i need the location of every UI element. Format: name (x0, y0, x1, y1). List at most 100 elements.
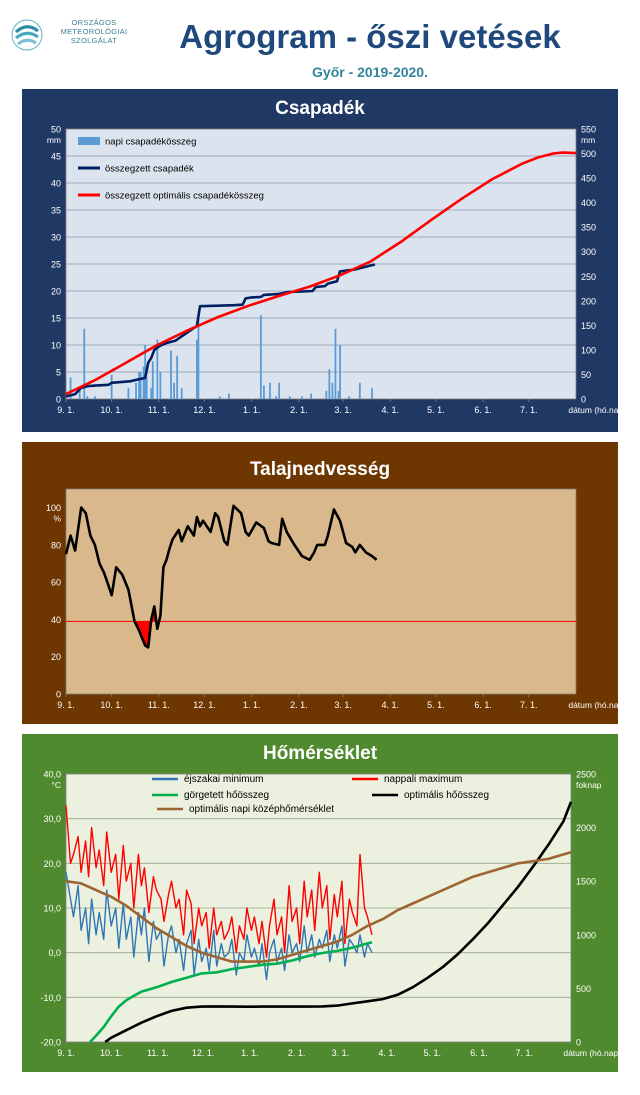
x-tick-label: 6. 1. (474, 700, 492, 710)
legend-label: összegzett csapadék (105, 164, 194, 175)
y-right-tick-label: 500 (576, 984, 591, 994)
x-tick-label: 10. 1. (100, 405, 123, 415)
precip-bar (227, 393, 230, 399)
series-line-nappali-maximum (65, 805, 373, 958)
x-tick-label: 9. 1. (57, 405, 75, 415)
x-tick-label: 11. 1. (148, 700, 170, 710)
x-tick-label: 2. 1. (290, 700, 308, 710)
y-right-tick-label: 500 (581, 149, 596, 159)
y-right-tick-label: 0 (581, 395, 586, 405)
series-line-éjszakai-minimum (65, 872, 373, 981)
y-left-tick-label: 40 (51, 615, 61, 625)
y-right-tick-label: 2000 (576, 823, 596, 833)
precip-bar (371, 388, 373, 399)
precip-bar (334, 328, 337, 399)
x-tick-label: 3. 1. (334, 700, 352, 710)
y-right-tick-label: 450 (581, 174, 596, 184)
precip-bar (94, 396, 96, 399)
y-right-tick-label: 1500 (576, 877, 596, 887)
y-left-tick-label: 30,0 (43, 814, 61, 824)
precip-bar (337, 390, 340, 399)
y-right-tick-label: 300 (581, 247, 596, 257)
series-line-optimális-hőösszeg (104, 801, 573, 1044)
precip-bar (301, 396, 303, 399)
logo-line-3: SZOLGÁLAT (70, 36, 118, 45)
y-right-unit: mm (581, 135, 595, 145)
y-right-tick-label: 1000 (576, 930, 596, 940)
y-left-tick-label: 10,0 (43, 904, 61, 914)
precip-bar (180, 388, 183, 399)
precip-bar (159, 372, 162, 399)
x-tick-label: 2. 1. (288, 1048, 306, 1058)
x-tick-label: 2. 1. (290, 405, 308, 415)
precip-bar (145, 377, 148, 399)
legend-label: optimális napi középhőmérséklet (189, 804, 334, 815)
x-tick-label: 11. 1. (148, 405, 170, 415)
precip-bar (127, 388, 130, 399)
x-tick-label: 5. 1. (427, 700, 445, 710)
y-left-unit: mm (47, 135, 61, 145)
logo-text: ORSZÁGOS METEOROLÓGIAI SZOLGÁLAT (48, 18, 140, 45)
precipitation-chart: Csapadék05101520253035404550mm0501001502… (47, 98, 618, 415)
omsz-logo: ORSZÁGOS METEOROLÓGIAI SZOLGÁLAT (10, 18, 150, 58)
precip-bar (78, 388, 81, 399)
plot-area (65, 488, 577, 695)
y-left-tick-label: 0 (56, 690, 61, 700)
legend-label: éjszakai minimum (184, 774, 263, 785)
x-tick-label: 12. 1. (192, 1048, 215, 1058)
temperature-panel: Hőmérséklet -20,0 -10,0 0,0 10,0 20,0 30,0 40,0… (22, 734, 618, 1072)
x-tick-label: 7. 1. (520, 405, 538, 415)
precip-bar (156, 339, 159, 399)
y-left-tick-label: 10 (51, 341, 61, 351)
x-tick-label: 12. 1. (193, 405, 216, 415)
x-tick-label: 4. 1. (382, 700, 400, 710)
y-right-tick-label: 200 (581, 296, 596, 306)
x-tick-label: 7. 1. (516, 1048, 534, 1058)
x-tick-label: 1. 1. (243, 405, 261, 415)
legend-label: optimális hőösszeg (404, 790, 489, 801)
x-tick-label: 4. 1. (378, 1048, 396, 1058)
y-left-tick-label: 60 (51, 578, 61, 588)
x-tick-label: 9. 1. (57, 700, 75, 710)
x-axis-label: dátum (hó.nap) (563, 1048, 618, 1058)
precip-bar (138, 372, 140, 399)
x-tick-label: 1. 1. (241, 1048, 259, 1058)
chart-title: Hőmérséklet (263, 743, 378, 764)
x-axis-label: dátum (hó.nap) (568, 700, 618, 710)
precip-bar (348, 396, 351, 399)
x-tick-label: 12. 1. (193, 700, 216, 710)
y-left-tick-label: 45 (51, 152, 61, 162)
x-tick-label: 1. 1. (243, 700, 261, 710)
precip-bar (173, 382, 175, 399)
precip-bar (150, 388, 153, 399)
y-right-tick-label: 50 (581, 370, 591, 380)
precip-bar (142, 366, 145, 399)
precip-bar (218, 396, 221, 399)
precip-bar (288, 396, 291, 399)
x-tick-label: 10. 1. (100, 700, 123, 710)
x-tick-label: 11. 1. (147, 1048, 169, 1058)
precip-bar (110, 374, 113, 399)
y-left-tick-label: 40,0 (43, 770, 61, 780)
legend-label: nappali maximum (384, 774, 462, 785)
y-right-tick-label: 400 (581, 198, 596, 208)
x-tick-label: 5. 1. (427, 405, 445, 415)
legend-label: összegzett optimális csapadékösszeg (105, 191, 264, 202)
series-line-soil-moisture (64, 504, 378, 649)
x-tick-label: 7. 1. (520, 700, 538, 710)
precip-bar (83, 328, 86, 399)
y-right-unit: foknap (576, 780, 602, 790)
precip-bar (69, 377, 72, 399)
y-left-tick-label: 0,0 (48, 948, 61, 958)
precip-bar (86, 396, 89, 399)
precip-bar (263, 385, 265, 399)
y-right-tick-label: 2500 (576, 770, 596, 780)
y-left-tick-label: 30 (51, 233, 61, 243)
y-left-tick-label: 20,0 (43, 859, 61, 869)
y-left-tick-label: 0 (56, 395, 61, 405)
x-tick-label: 6. 1. (470, 1048, 488, 1058)
precip-bar (151, 361, 154, 399)
precip-bar (310, 393, 313, 399)
precip-bar (269, 382, 271, 399)
x-tick-label: 4. 1. (382, 405, 400, 415)
